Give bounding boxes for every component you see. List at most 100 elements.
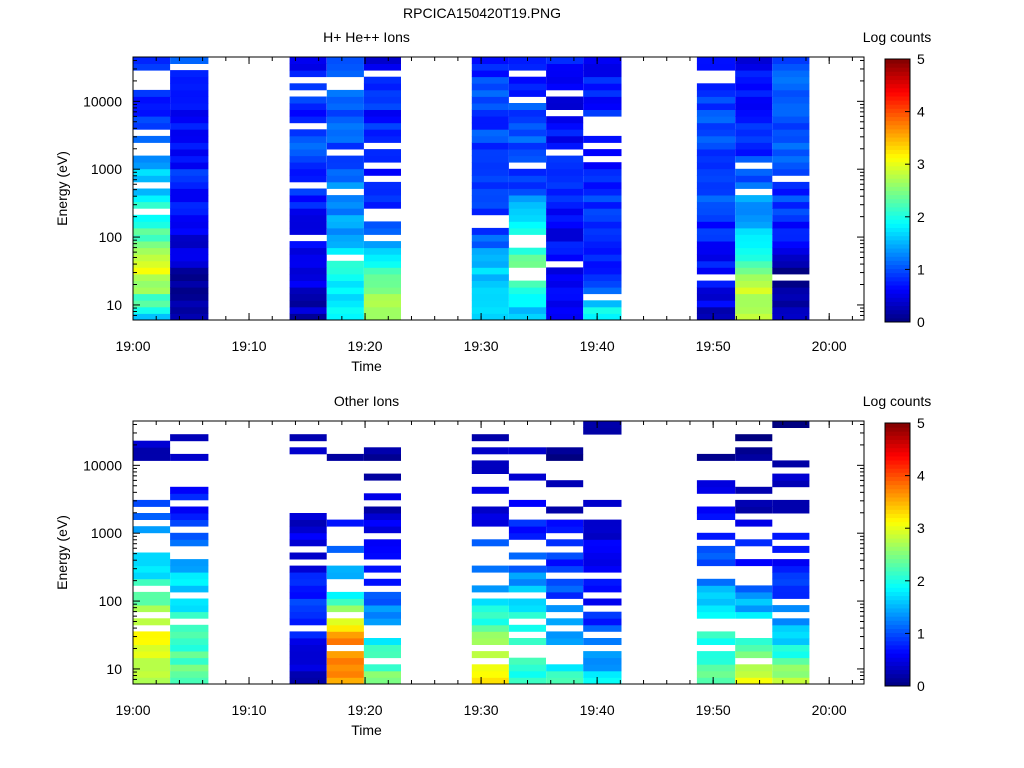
energy-bin (471, 83, 509, 91)
energy-bin (696, 545, 736, 553)
energy-bin (772, 664, 810, 672)
energy-bin (735, 227, 773, 235)
energy-bin (772, 181, 810, 189)
energy-bin (696, 532, 736, 540)
energy-bin (363, 149, 401, 157)
energy-bin (363, 201, 401, 209)
energy-bin (289, 664, 327, 672)
colorbar-step (885, 79, 910, 85)
energy-bin (696, 142, 736, 150)
energy-bin (546, 234, 584, 242)
energy-bin (696, 677, 736, 685)
energy-bin (546, 638, 584, 645)
energy-bin (508, 149, 546, 157)
energy-bin (772, 565, 810, 573)
energy-bin (696, 201, 736, 209)
energy-bin (289, 651, 327, 659)
energy-bin (546, 122, 584, 130)
x-tick-label: 19:10 (232, 338, 267, 354)
energy-bin (471, 313, 509, 321)
energy-bin (133, 300, 171, 308)
colorbar-step (885, 206, 910, 212)
energy-bin (289, 519, 327, 527)
energy-bin (326, 313, 364, 321)
energy-bin (696, 293, 736, 301)
energy-bin (508, 103, 546, 110)
colorbar-step (885, 285, 910, 290)
chart-panel: 19:00 19:10 19:20 19:30 19:40 19:50 20:0010100… (54, 393, 931, 738)
energy-bin (289, 142, 327, 150)
energy-bin (133, 591, 171, 599)
energy-bin (735, 135, 773, 143)
energy-bin (508, 572, 546, 580)
energy-bin (508, 280, 546, 288)
energy-bin (363, 591, 401, 599)
energy-bin (289, 598, 327, 606)
energy-bin (471, 280, 509, 288)
colorbar: 0 1 2 3 4 5 Log counts (863, 29, 932, 330)
energy-bin (133, 638, 171, 645)
energy-bin (735, 129, 773, 137)
energy-bin (133, 664, 171, 672)
energy-bin (546, 274, 584, 281)
time-column (326, 453, 364, 685)
colorbar-step (885, 83, 910, 89)
energy-bin (471, 227, 509, 235)
colorbar-step (885, 624, 910, 629)
energy-bin (170, 175, 209, 183)
energy-bin (170, 453, 209, 461)
colorbar-step (885, 681, 910, 687)
energy-bin (696, 480, 736, 488)
x-tick-label: 19:00 (115, 702, 150, 718)
energy-bin (289, 57, 327, 64)
energy-bin (289, 513, 327, 520)
energy-bin (583, 624, 622, 632)
energy-bin (471, 142, 509, 150)
energy-bin (696, 175, 736, 183)
time-column (363, 57, 401, 321)
colorbar-step (885, 239, 910, 245)
energy-bin (133, 227, 171, 235)
energy-bin (735, 280, 773, 288)
energy-bin (772, 591, 810, 599)
energy-bin (326, 181, 364, 189)
energy-bin (696, 149, 736, 157)
energy-bin (583, 274, 622, 281)
energy-bin (583, 559, 622, 567)
energy-bin (133, 447, 171, 455)
energy-bin (289, 63, 327, 71)
y-tick-label: 10000 (83, 93, 122, 109)
energy-bin (772, 195, 810, 203)
time-column (133, 440, 171, 685)
energy-bin (363, 605, 401, 613)
energy-bin (363, 644, 401, 652)
energy-bin (735, 70, 773, 78)
energy-bin (363, 195, 401, 203)
energy-bin (735, 638, 773, 645)
energy-bin (133, 247, 171, 255)
energy-bin (289, 109, 327, 117)
energy-bin (696, 598, 736, 606)
energy-bin (170, 122, 209, 130)
plot-frame (132, 56, 865, 321)
energy-bin (696, 267, 736, 275)
energy-bin (133, 651, 171, 659)
colorbar-step (885, 227, 910, 233)
colorbar-step (885, 174, 910, 179)
energy-bin (583, 519, 622, 527)
time-column (326, 57, 364, 321)
energy-bin (363, 565, 401, 573)
energy-bin (326, 241, 364, 249)
energy-bin (546, 70, 584, 78)
energy-bin (696, 234, 736, 242)
energy-bin (471, 135, 509, 143)
energy-bin (696, 513, 736, 520)
energy-bin (583, 241, 622, 249)
colorbar-step (885, 570, 910, 576)
energy-bin (735, 506, 773, 514)
energy-bin (583, 611, 622, 619)
energy-bin (170, 657, 209, 665)
energy-bin (546, 155, 584, 163)
energy-bin (735, 670, 773, 678)
energy-bin (363, 76, 401, 84)
